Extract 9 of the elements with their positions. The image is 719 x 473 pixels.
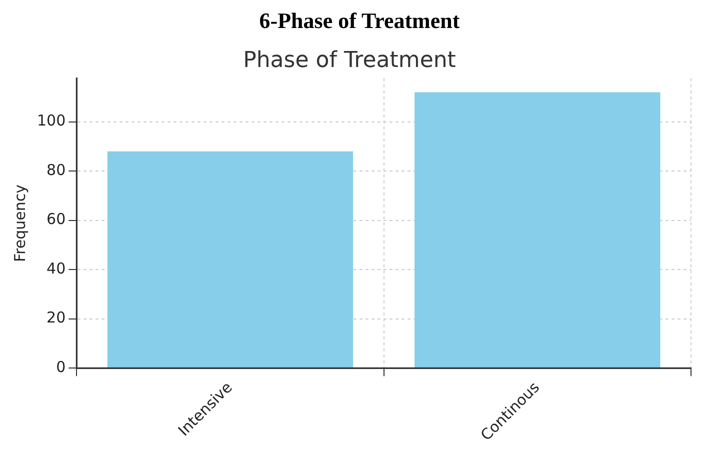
y-tick-label: 80 <box>46 160 66 179</box>
y-tick-label: 40 <box>46 259 66 278</box>
y-tick-label: 0 <box>56 358 66 376</box>
chart-title: 6-Phase of Treatment <box>258 8 461 34</box>
chart-subtitle: Phase of Treatment <box>243 48 456 73</box>
y-axis-title: Frequency <box>10 184 29 262</box>
y-tick-label: 20 <box>46 308 66 327</box>
y-tick-label: 100 <box>36 112 66 130</box>
y-tick-label: 60 <box>46 210 66 228</box>
